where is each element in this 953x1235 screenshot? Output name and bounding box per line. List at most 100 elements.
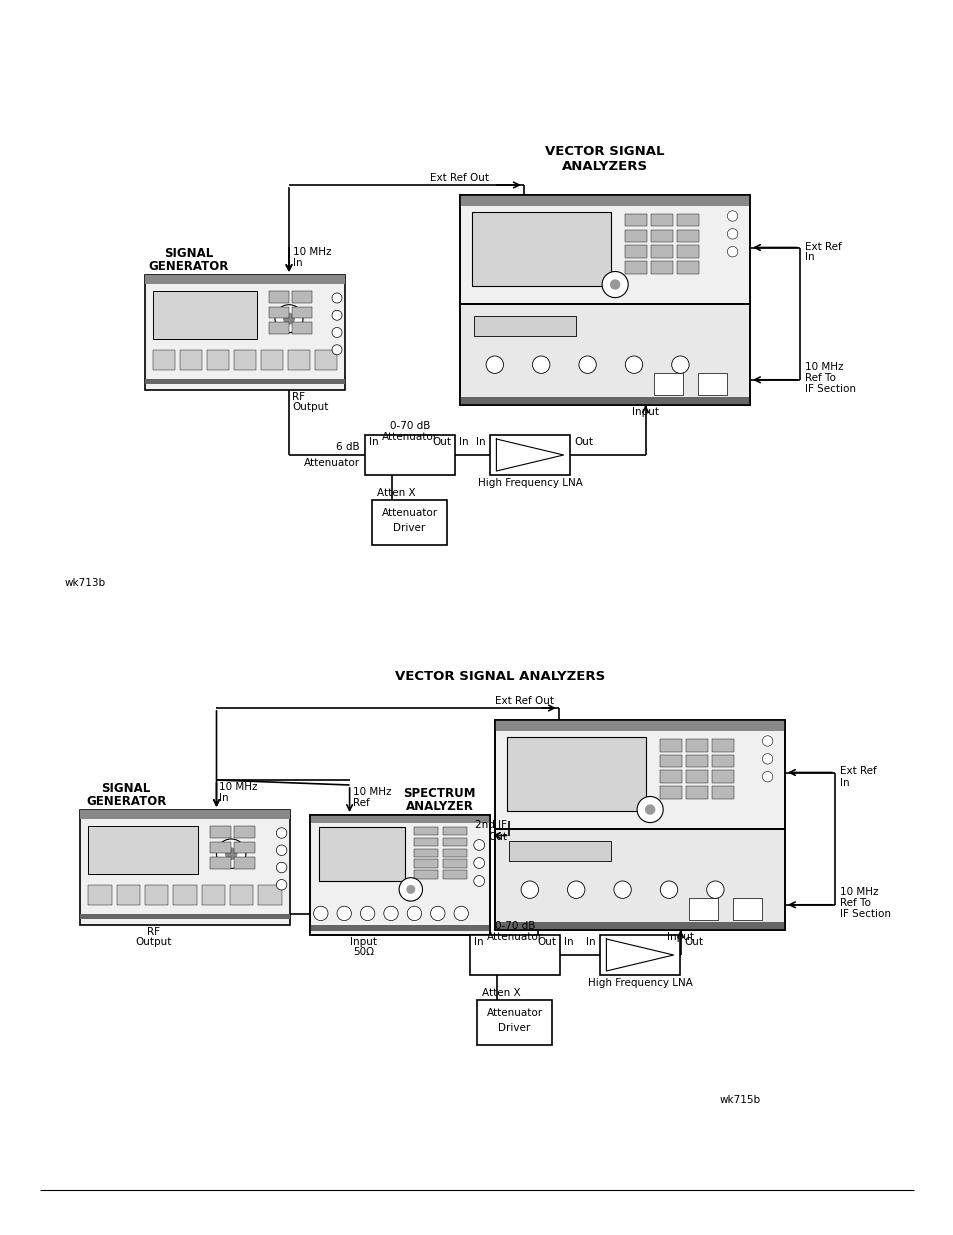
- Bar: [712, 739, 734, 752]
- Bar: [470, 935, 559, 974]
- Bar: [659, 771, 681, 783]
- Bar: [495, 829, 784, 930]
- Bar: [310, 815, 490, 935]
- Bar: [495, 720, 784, 730]
- Bar: [712, 755, 734, 767]
- Bar: [471, 211, 610, 287]
- Text: In: In: [293, 258, 302, 268]
- Text: Out: Out: [488, 832, 507, 842]
- Bar: [89, 884, 112, 905]
- Bar: [288, 350, 310, 370]
- Bar: [459, 304, 749, 405]
- Bar: [495, 921, 784, 930]
- Text: Driver: Driver: [393, 522, 425, 532]
- Bar: [659, 739, 681, 752]
- Circle shape: [761, 772, 772, 782]
- Circle shape: [644, 804, 655, 815]
- Text: High Frequency LNA: High Frequency LNA: [477, 478, 582, 488]
- Bar: [414, 848, 437, 857]
- Circle shape: [332, 327, 341, 337]
- Bar: [292, 322, 312, 333]
- Bar: [365, 435, 455, 475]
- Bar: [318, 827, 405, 881]
- Bar: [685, 755, 707, 767]
- Circle shape: [726, 247, 737, 257]
- Text: 10 MHz: 10 MHz: [219, 782, 257, 792]
- Bar: [624, 230, 646, 242]
- Text: In: In: [474, 937, 483, 947]
- Bar: [292, 291, 312, 303]
- Text: 0-70 dB: 0-70 dB: [390, 421, 430, 431]
- Circle shape: [332, 310, 341, 320]
- Bar: [624, 214, 646, 226]
- Bar: [233, 350, 255, 370]
- Bar: [677, 230, 699, 242]
- Bar: [443, 860, 466, 868]
- Text: Driver: Driver: [497, 1023, 530, 1032]
- Bar: [654, 373, 682, 395]
- Bar: [689, 898, 718, 920]
- Circle shape: [406, 885, 415, 894]
- Circle shape: [407, 906, 421, 920]
- Bar: [230, 884, 253, 905]
- Bar: [89, 826, 197, 874]
- Bar: [712, 787, 734, 799]
- Bar: [443, 848, 466, 857]
- Text: High Frequency LNA: High Frequency LNA: [587, 978, 692, 988]
- Circle shape: [474, 857, 484, 868]
- Text: In: In: [840, 778, 849, 788]
- Bar: [310, 925, 490, 931]
- Bar: [476, 1000, 552, 1045]
- Text: Ref To: Ref To: [840, 898, 870, 908]
- Text: In: In: [804, 252, 814, 263]
- Text: Output: Output: [292, 403, 328, 412]
- Bar: [697, 373, 726, 395]
- Bar: [173, 884, 196, 905]
- Text: 10 MHz: 10 MHz: [840, 887, 878, 897]
- Bar: [116, 884, 140, 905]
- Bar: [677, 214, 699, 226]
- Circle shape: [332, 345, 341, 354]
- Text: Ext Ref Out: Ext Ref Out: [430, 173, 488, 183]
- Circle shape: [216, 839, 246, 868]
- Bar: [145, 275, 345, 284]
- Bar: [80, 810, 290, 925]
- Circle shape: [624, 356, 642, 373]
- Text: 2nd IF: 2nd IF: [475, 820, 507, 830]
- Bar: [234, 826, 255, 837]
- Text: In: In: [369, 437, 378, 447]
- Circle shape: [474, 840, 484, 851]
- Circle shape: [601, 272, 627, 298]
- Text: Ref To: Ref To: [804, 373, 835, 383]
- Bar: [145, 275, 345, 390]
- Bar: [180, 350, 202, 370]
- Text: Out: Out: [432, 437, 451, 447]
- Text: Output: Output: [135, 937, 172, 947]
- Circle shape: [532, 356, 549, 373]
- Circle shape: [276, 845, 287, 856]
- Bar: [474, 316, 576, 336]
- Bar: [292, 306, 312, 319]
- Text: Attenuator: Attenuator: [381, 432, 437, 442]
- Text: Atten X: Atten X: [376, 488, 416, 498]
- Text: SIGNAL: SIGNAL: [164, 247, 213, 261]
- Text: In: In: [476, 437, 485, 447]
- Bar: [459, 396, 749, 405]
- Bar: [414, 827, 437, 835]
- Circle shape: [671, 356, 688, 373]
- Text: wk715b: wk715b: [720, 1095, 760, 1105]
- Bar: [651, 214, 673, 226]
- Bar: [677, 261, 699, 274]
- Bar: [414, 871, 437, 878]
- Text: VECTOR SIGNAL
ANALYZERS: VECTOR SIGNAL ANALYZERS: [545, 144, 664, 173]
- Bar: [80, 810, 290, 819]
- Text: Input: Input: [350, 937, 377, 947]
- Bar: [269, 291, 289, 303]
- Bar: [495, 720, 784, 829]
- Bar: [509, 841, 610, 862]
- Text: Out: Out: [537, 937, 556, 947]
- Bar: [685, 771, 707, 783]
- Circle shape: [761, 736, 772, 746]
- Bar: [152, 350, 174, 370]
- Bar: [234, 857, 255, 868]
